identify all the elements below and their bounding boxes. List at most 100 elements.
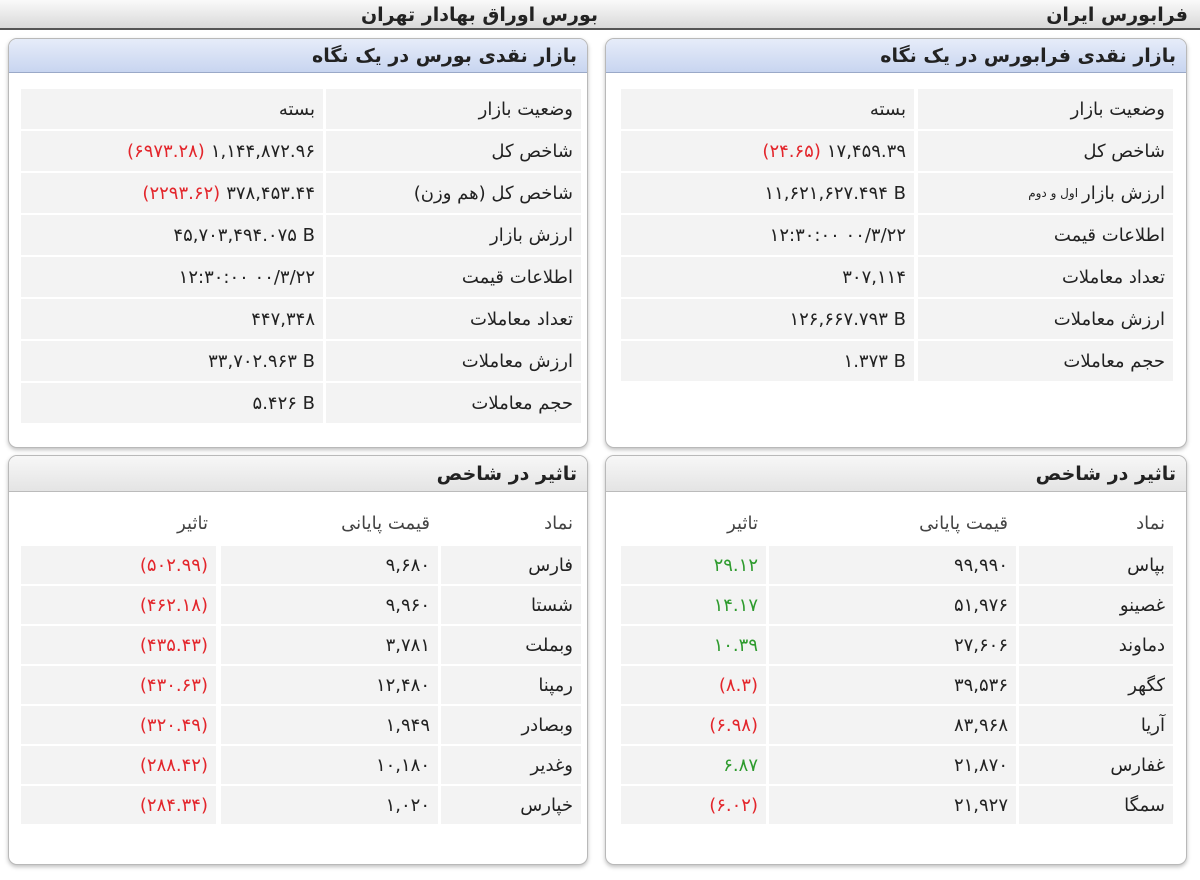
top-bar: فرابورس ایران بورس اوراق بهادار تهران (0, 0, 1200, 30)
impact-cell: ۱۴.۱۷ (621, 586, 766, 624)
label-cell: شاخص کل (918, 131, 1173, 171)
row-label: ارزش بازار (1082, 182, 1165, 204)
symbol: کگهر (1128, 674, 1165, 696)
symbol: وبملت (525, 634, 573, 656)
impact-cell: (۴۳۵.۴۳) (21, 626, 216, 664)
value-cell: ۱۲:۳۰:۰۰ ۰۰/۳/۲۲ (21, 257, 323, 297)
price: ۹۹,۹۹۰ (953, 554, 1008, 576)
exchange-title: بورس اوراق بهادار تهران (360, 4, 598, 26)
impact-cell: ۱۰.۳۹ (621, 626, 766, 664)
value-cell: بسته (621, 89, 914, 129)
panel: بازار نقدی فرابورس در یک نگاه وضعیت بازار… (605, 38, 1187, 448)
row-change: (۶۹۷۳.۲۸) (127, 140, 205, 162)
row-label: اطلاعات قیمت (461, 266, 573, 288)
label-cell: ارزش معاملات (918, 299, 1173, 339)
label-cell: وضعیت بازار (326, 89, 581, 129)
symbol: غفارس (1110, 754, 1165, 776)
symbol-cell: بپاس (1019, 546, 1173, 584)
impact: ۱۴.۱۷ (713, 594, 758, 616)
price: ۵۱,۹۷۶ (953, 594, 1008, 616)
price: ۲۱,۸۷۰ (953, 754, 1008, 776)
row-value: ۱۷,۴۵۹.۳۹ (826, 140, 906, 162)
price: ۸۳,۹۶۸ (953, 714, 1008, 736)
symbol: رمپنا (538, 674, 573, 696)
column-header: نماد (441, 506, 581, 540)
symbol: آریا (1140, 714, 1165, 736)
symbol: وبصادر (521, 714, 573, 736)
row-label: اطلاعات قیمت (1053, 224, 1165, 246)
value-cell: ۱۲:۳۰:۰۰ ۰۰/۳/۲۲ (621, 215, 914, 255)
impact: (۵۰۲.۹۹) (139, 554, 208, 576)
row-value: ۴۵,۷۰۳,۴۹۴.۰۷۵ B (173, 224, 315, 246)
symbol-cell: دماوند (1019, 626, 1173, 664)
impact: (۴۳۵.۴۳) (139, 634, 208, 656)
price-cell: ۱,۹۴۹ (221, 706, 438, 744)
impact: ۱۰.۳۹ (713, 634, 758, 656)
row-label: تعداد معاملات (469, 308, 573, 330)
symbol-cell: آریا (1019, 706, 1173, 744)
column-header: تاثیر (621, 506, 766, 540)
column-header: قیمت پایانی (221, 506, 438, 540)
symbol: شستا (530, 594, 573, 616)
symbol-cell: خپارس (441, 786, 581, 824)
row-value: ۱۲:۳۰:۰۰ ۰۰/۳/۲۲ (178, 266, 315, 288)
impact-cell: ۶.۸۷ (621, 746, 766, 784)
impact-cell: (۴۳۰.۶۳) (21, 666, 216, 704)
impact: (۶.۰۲) (709, 794, 758, 816)
impact: ۲۹.۱۲ (713, 554, 758, 576)
price-cell: ۵۱,۹۷۶ (769, 586, 1016, 624)
label-note: اول و دوم (1028, 186, 1079, 200)
panel: بازار نقدی بورس در یک نگاه وضعیت بازار بست… (8, 38, 588, 448)
price: ۱۰,۱۸۰ (375, 754, 430, 776)
symbol-cell: وبملت (441, 626, 581, 664)
row-label: حجم معاملات (471, 392, 573, 414)
row-value: ۱,۱۴۴,۸۷۲.۹۶ (210, 140, 315, 162)
symbol: بپاس (1127, 554, 1165, 576)
panel-title: تاثیر در شاخص (606, 456, 1186, 492)
symbol-cell: شستا (441, 586, 581, 624)
price: ۹,۹۶۰ (385, 594, 430, 616)
price-cell: ۱۲,۴۸۰ (221, 666, 438, 704)
row-label: شاخص کل (1083, 140, 1165, 162)
symbol: خپارس (520, 794, 573, 816)
symbol: دماوند (1118, 634, 1165, 656)
row-label: ارزش معاملات (1053, 308, 1165, 330)
symbol-cell: غصینو (1019, 586, 1173, 624)
impact: (۶.۹۸) (709, 714, 758, 736)
impact-cell: (۴۶۲.۱۸) (21, 586, 216, 624)
column-header: قیمت پایانی (769, 506, 1016, 540)
price-cell: ۹,۹۶۰ (221, 586, 438, 624)
row-value: ۳۰۷,۱۱۴ (842, 266, 906, 288)
panel-title: بازار نقدی بورس در یک نگاه (9, 39, 587, 73)
price-cell: ۲۱,۹۲۷ (769, 786, 1016, 824)
impact: (۳۲۰.۴۹) (139, 714, 208, 736)
panel-title: تاثیر در شاخص (9, 456, 587, 492)
price-cell: ۱,۰۲۰ (221, 786, 438, 824)
symbol-cell: رمپنا (441, 666, 581, 704)
price-cell: ۲۱,۸۷۰ (769, 746, 1016, 784)
impact: (۸.۳) (718, 674, 758, 696)
row-label: وضعیت بازار (1070, 98, 1165, 120)
value-cell: ۳۰۷,۱۱۴ (621, 257, 914, 297)
impact-cell: (۸.۳) (621, 666, 766, 704)
symbol: فارس (528, 554, 573, 576)
row-value: ۳۳,۷۰۲.۹۶۳ B (208, 350, 315, 372)
label-cell: اطلاعات قیمت (918, 215, 1173, 255)
symbol: سمگا (1124, 794, 1165, 816)
price: ۱,۰۲۰ (385, 794, 430, 816)
column-header: تاثیر (21, 506, 216, 540)
impact: (۲۸۴.۳۴) (139, 794, 208, 816)
impact: ۶.۸۷ (723, 754, 758, 776)
column-title: قیمت پایانی (919, 512, 1008, 534)
panel-title: بازار نقدی فرابورس در یک نگاه (606, 39, 1186, 73)
label-cell: حجم معاملات (918, 341, 1173, 381)
value-cell: ۱۷,۴۵۹.۳۹ (۲۴.۶۵) (621, 131, 914, 171)
row-label: ارزش معاملات (461, 350, 573, 372)
row-label: شاخص کل (491, 140, 573, 162)
value-cell: ۱,۱۴۴,۸۷۲.۹۶ (۶۹۷۳.۲۸) (21, 131, 323, 171)
row-value: ۱۲۶,۶۶۷.۷۹۳ B (789, 308, 906, 330)
symbol-cell: کگهر (1019, 666, 1173, 704)
impact-cell: (۵۰۲.۹۹) (21, 546, 216, 584)
symbol-cell: غفارس (1019, 746, 1173, 784)
row-value: ۴۴۷,۳۴۸ (251, 308, 315, 330)
